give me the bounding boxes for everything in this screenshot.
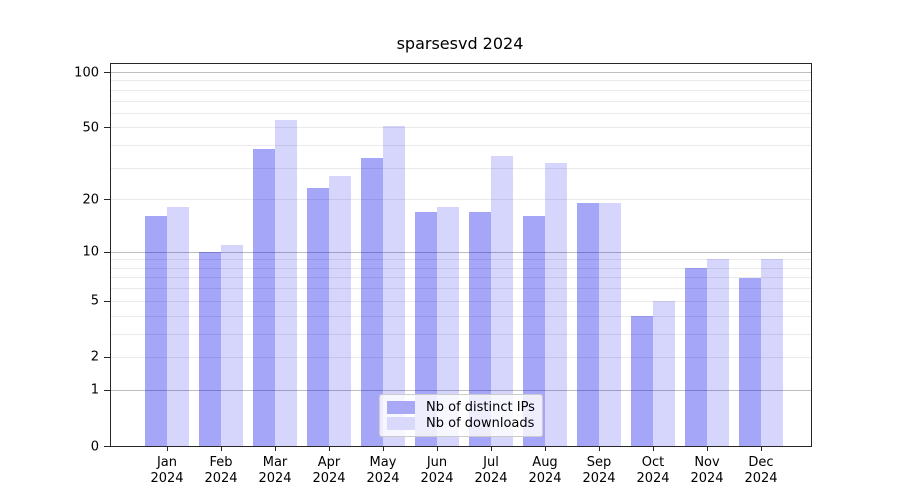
bar-nb-of-downloads xyxy=(761,259,783,446)
x-tick-label: Dec 2024 xyxy=(744,455,778,487)
legend-row-downloads: Nb of downloads xyxy=(387,416,534,431)
x-tick-label: Feb 2024 xyxy=(204,455,238,487)
y-tick-mark xyxy=(104,72,110,73)
y-tick-label: 10 xyxy=(82,244,99,260)
x-tick-mark xyxy=(653,446,654,451)
minor-gridline xyxy=(111,89,811,91)
bar-nb-of-downloads xyxy=(599,203,621,446)
bar-nb-of-downloads xyxy=(707,259,729,446)
legend-swatch-distinct-ips xyxy=(387,401,415,414)
bar-nb-of-downloads xyxy=(167,207,189,446)
minor-gridline xyxy=(111,267,811,269)
legend-row-distinct-ips: Nb of distinct IPs xyxy=(387,400,535,415)
y-tick-label: 1 xyxy=(90,382,99,398)
bar-nb-of-downloads xyxy=(383,125,405,446)
minor-gridline xyxy=(111,356,811,358)
bar-nb-of-distinct-ips xyxy=(685,267,707,446)
y-tick-label: 100 xyxy=(74,65,99,80)
x-tick-label: Oct 2024 xyxy=(636,455,670,487)
x-tick-mark xyxy=(599,446,600,451)
bar-nb-of-distinct-ips xyxy=(415,211,437,446)
minor-gridline xyxy=(111,259,811,261)
x-tick-label: Jan 2024 xyxy=(150,455,184,487)
y-tick-mark xyxy=(104,300,110,302)
x-tick-label: Jul 2024 xyxy=(474,455,508,487)
x-tick-mark xyxy=(221,446,222,451)
y-tick-mark xyxy=(104,356,110,358)
minor-gridline xyxy=(111,167,811,169)
bar-nb-of-distinct-ips xyxy=(739,277,761,446)
major-gridline xyxy=(111,251,811,253)
y-tick-label: 2 xyxy=(90,349,99,365)
x-tick-mark xyxy=(383,446,384,451)
bar-nb-of-distinct-ips xyxy=(253,149,275,446)
bar-nb-of-distinct-ips xyxy=(577,203,599,446)
bar-nb-of-distinct-ips xyxy=(145,216,167,446)
x-tick-label: Nov 2024 xyxy=(690,455,724,487)
minor-gridline xyxy=(111,300,811,302)
plot-area: 0 1 2 5 10 20 50 100 Jan 2024 Feb 2024 Mar 2024 Apr 202… xyxy=(74,63,812,486)
x-tick-mark xyxy=(167,446,168,451)
bar-nb-of-distinct-ips xyxy=(523,216,545,446)
major-gridline xyxy=(111,72,811,73)
bar-nb-of-distinct-ips xyxy=(199,251,221,446)
x-tick-label: May 2024 xyxy=(366,455,400,487)
minor-gridline xyxy=(111,127,811,129)
y-tick-mark xyxy=(104,446,110,447)
y-tick-label: 50 xyxy=(82,120,99,136)
minor-gridline xyxy=(111,315,811,317)
bar-nb-of-downloads xyxy=(545,162,567,446)
legend-swatch-downloads xyxy=(387,417,415,430)
minor-gridline xyxy=(111,333,811,335)
minor-gridline xyxy=(111,277,811,279)
x-tick-label: Apr 2024 xyxy=(312,455,346,487)
bar-nb-of-distinct-ips xyxy=(361,157,383,446)
bar-nb-of-distinct-ips xyxy=(307,188,329,446)
minor-gridline xyxy=(111,100,811,102)
legend: Nb of distinct IPs Nb of downloads xyxy=(379,394,543,437)
minor-gridline xyxy=(111,80,811,82)
y-tick-label: 20 xyxy=(82,192,99,208)
bar-nb-of-downloads xyxy=(221,244,243,446)
bar-nb-of-downloads xyxy=(329,175,351,446)
x-tick-mark xyxy=(437,446,438,451)
minor-gridline xyxy=(111,288,811,290)
y-tick-mark xyxy=(104,251,110,253)
minor-gridline xyxy=(111,199,811,201)
y-tick-label: 5 xyxy=(90,293,99,309)
bar-nb-of-downloads xyxy=(491,155,513,446)
x-tick-mark xyxy=(545,446,546,451)
x-tick-mark xyxy=(329,446,330,451)
minor-gridline xyxy=(111,112,811,114)
bar-nb-of-downloads xyxy=(437,207,459,446)
x-tick-mark xyxy=(707,446,708,451)
x-tick-label: Jun 2024 xyxy=(420,455,454,487)
x-tick-mark xyxy=(761,446,762,451)
y-tick-mark xyxy=(104,389,110,391)
y-tick-label: 0 xyxy=(90,439,99,454)
x-tick-mark xyxy=(491,446,492,451)
minor-gridline xyxy=(111,145,811,147)
bar-nb-of-downloads xyxy=(275,119,297,446)
legend-label-distinct-ips: Nb of distinct IPs xyxy=(426,400,535,415)
chart-title: sparsesvd 2024 xyxy=(396,34,524,53)
y-tick-mark xyxy=(104,127,110,129)
x-tick-mark xyxy=(275,446,276,451)
x-tick-label: Mar 2024 xyxy=(258,455,292,487)
bar-nb-of-downloads xyxy=(653,300,675,446)
major-gridline xyxy=(111,389,811,391)
x-tick-label: Sep 2024 xyxy=(582,455,616,487)
legend-label-downloads: Nb of downloads xyxy=(426,416,535,431)
x-tick-label: Aug 2024 xyxy=(528,455,562,487)
bar-nb-of-distinct-ips xyxy=(631,315,653,446)
bar-nb-of-distinct-ips xyxy=(469,211,491,446)
y-tick-mark xyxy=(104,199,110,201)
